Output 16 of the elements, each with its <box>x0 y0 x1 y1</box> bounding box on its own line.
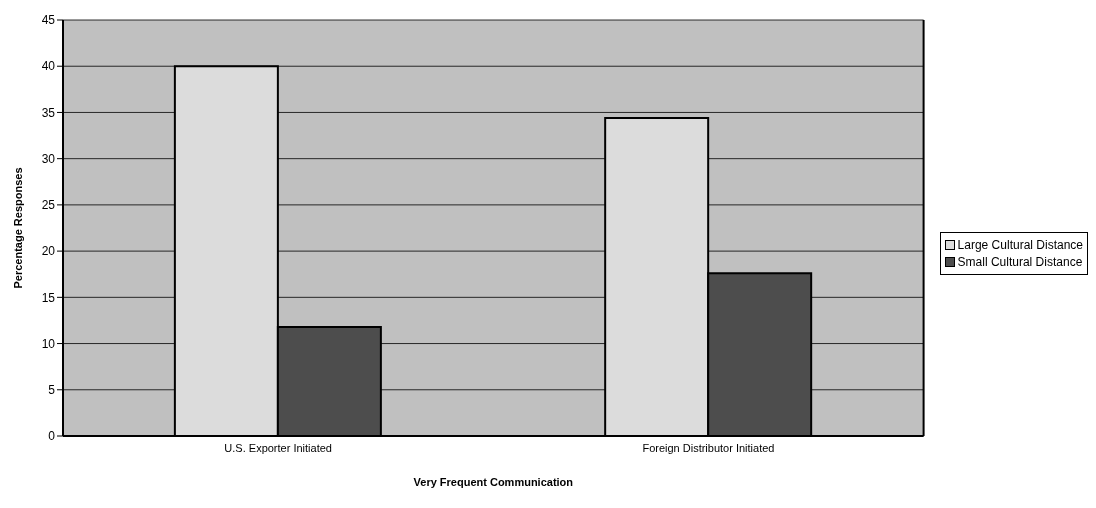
y-tick-label: 5 <box>48 383 56 398</box>
y-tick-label: 15 <box>41 290 56 305</box>
y-tick-label: 10 <box>41 336 56 351</box>
y-tick-label: 25 <box>41 198 56 213</box>
y-tick-label: 45 <box>41 13 56 28</box>
x-tick-label: U.S. Exporter Initiated <box>224 441 332 454</box>
x-axis-title: Very Frequent Communication <box>413 476 574 488</box>
y-tick-label: 0 <box>48 429 56 444</box>
y-tick-label: 30 <box>41 151 56 166</box>
y-tick-label: 35 <box>41 105 56 120</box>
y-tick-label: 40 <box>41 59 56 74</box>
y-tick-label: 20 <box>41 244 56 259</box>
x-tick-label: Foreign Distributor Initiated <box>642 441 775 454</box>
legend-label: Large Cultural Distance <box>957 237 1083 252</box>
y-axis-title: Percentage Responses <box>11 167 24 289</box>
legend-label: Small Cultural Distance <box>957 254 1083 269</box>
